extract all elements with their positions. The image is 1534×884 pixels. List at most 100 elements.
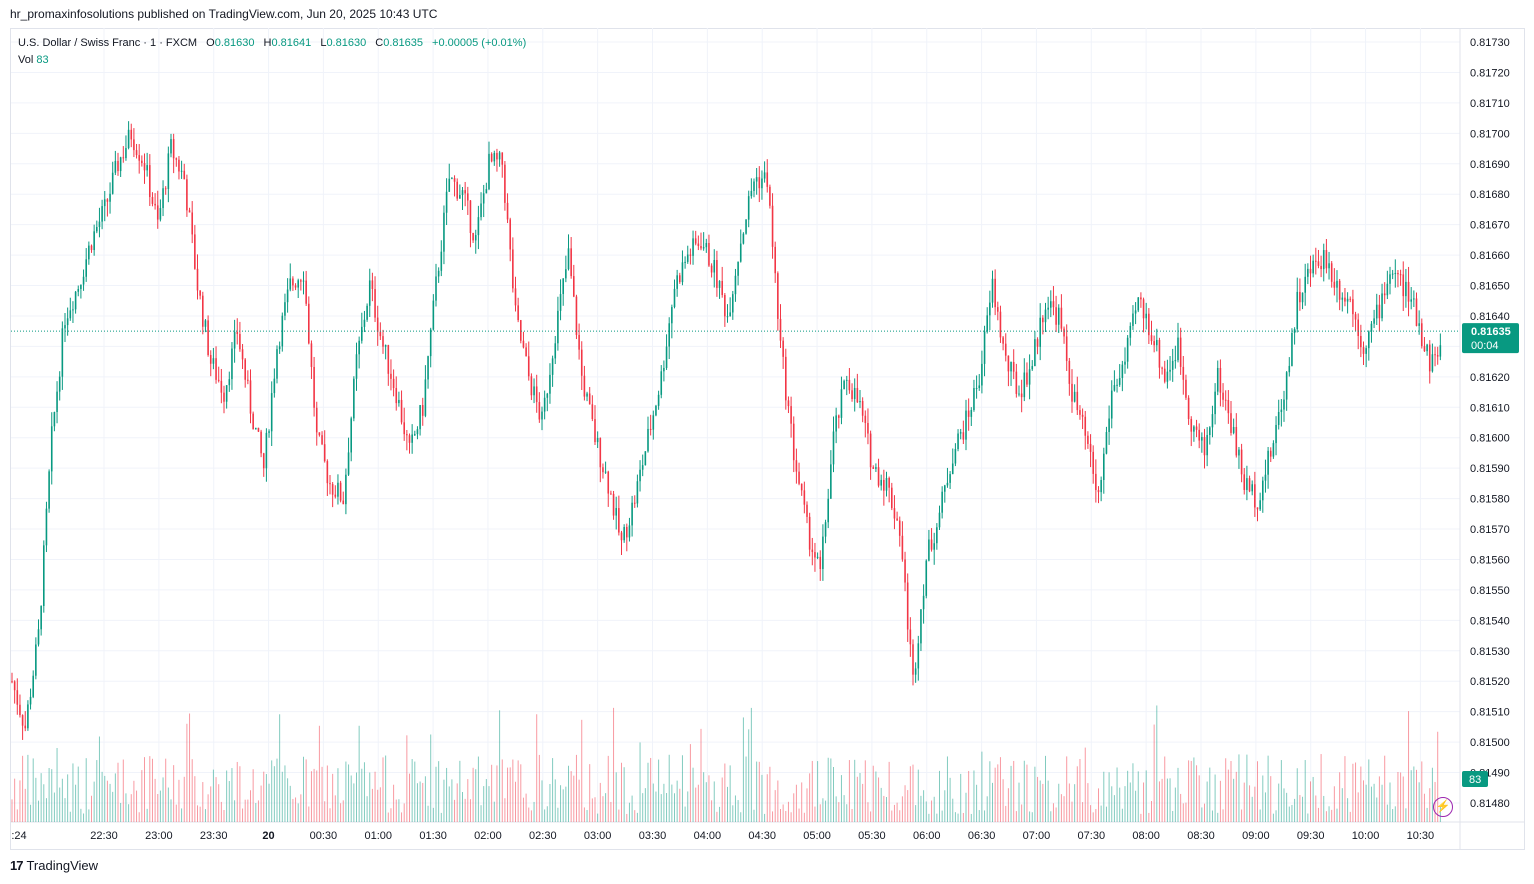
candle-body [1012, 361, 1015, 372]
candle-body [877, 467, 880, 486]
candle-body [1357, 319, 1359, 336]
candle-body [997, 307, 999, 312]
candle-body [1201, 437, 1203, 441]
candle-body [1344, 297, 1346, 302]
candle-body [1243, 474, 1246, 490]
candle-body [231, 348, 233, 380]
candle-body [588, 393, 591, 405]
candle-body [233, 332, 236, 349]
candle-body [387, 345, 390, 374]
candle-body [437, 270, 440, 277]
candle-body [1084, 416, 1087, 436]
candle-body [891, 487, 893, 509]
candle-body [1145, 313, 1147, 319]
candle-body [103, 199, 106, 207]
candle-body [1158, 339, 1161, 368]
candle-body [114, 160, 117, 173]
x-tick-label: 23:30 [200, 830, 228, 842]
candle-body [565, 269, 567, 279]
y-tick-label: 0.81610 [1470, 402, 1510, 414]
x-tick-label: 10:30 [1407, 830, 1435, 842]
candle-body [1163, 368, 1166, 382]
candle-body [323, 444, 326, 462]
candle-body [331, 484, 334, 495]
candle-body [162, 188, 164, 209]
candle-body [808, 516, 811, 550]
candle-body [135, 150, 138, 156]
candle-body [390, 373, 392, 379]
candle-body [575, 296, 578, 335]
candle-body [1126, 337, 1129, 362]
candle-body [554, 343, 557, 359]
candle-body [859, 401, 861, 403]
candle-body [1134, 310, 1137, 314]
candle-body [151, 197, 154, 204]
volume-label[interactable]: Vol [18, 54, 34, 66]
candle-body [861, 401, 864, 416]
candle-body [1317, 261, 1320, 266]
candle-body [488, 153, 490, 190]
candle-body [1402, 274, 1405, 297]
candle-body [186, 179, 188, 211]
candle-body [628, 525, 631, 538]
candle-body [686, 254, 689, 262]
candle-body [1034, 339, 1036, 367]
candle-body [1407, 281, 1410, 302]
candle-body [342, 500, 345, 505]
candle-body [633, 502, 636, 504]
x-tick-label: 05:30 [858, 830, 886, 842]
candle-body [451, 178, 453, 180]
candle-body [504, 164, 506, 203]
candle-body [520, 320, 522, 341]
candle-body [1007, 355, 1010, 372]
candle-body [771, 205, 774, 247]
candle-body [501, 152, 504, 165]
candle-body [252, 413, 254, 430]
candle-body [920, 609, 922, 644]
footer-brand[interactable]: 17 TradingView [10, 858, 98, 873]
candle-body [898, 520, 901, 536]
candle-body [308, 303, 310, 344]
candle-body [875, 467, 877, 469]
candle-body [1060, 307, 1063, 329]
candle-body [1113, 385, 1116, 391]
candle-body [154, 203, 156, 206]
candle-body [930, 539, 933, 550]
candle-body [530, 376, 533, 396]
volume-bars [11, 705, 1441, 822]
candle-body [416, 429, 419, 435]
candle-body [1068, 360, 1071, 384]
candle-body [1397, 273, 1399, 275]
candle-body [374, 289, 376, 318]
candle-body [883, 479, 885, 491]
lightning-icon[interactable]: ⚡ [1433, 797, 1453, 817]
candle-body [106, 199, 109, 202]
candle-body [400, 399, 403, 423]
candle-body [1211, 414, 1214, 428]
y-tick-label: 0.81580 [1470, 494, 1510, 506]
candle-body [1328, 263, 1330, 269]
candle-body [769, 186, 771, 206]
candle-body [742, 233, 745, 244]
candle-body [228, 379, 231, 386]
candle-body [978, 385, 981, 389]
candle-body [1410, 299, 1412, 302]
y-tick-label: 0.81720 [1470, 67, 1510, 79]
candle-body [1132, 313, 1134, 326]
symbol-title[interactable]: U.S. Dollar / Swiss Franc · 1 · FXCM [18, 37, 198, 49]
candle-body [795, 460, 798, 472]
candle-body [1023, 372, 1026, 398]
candle-body [326, 461, 329, 484]
candle-body [1338, 280, 1341, 300]
candle-body [56, 391, 58, 413]
candle-body [204, 320, 207, 327]
candle-body [260, 431, 262, 454]
candle-body [72, 309, 74, 311]
x-tick-label: 23:00 [145, 830, 173, 842]
candle-body [156, 205, 159, 220]
candle-body [1002, 337, 1004, 344]
candle-body [1095, 473, 1097, 491]
candle-body [1381, 293, 1383, 319]
candle-body [832, 431, 835, 465]
